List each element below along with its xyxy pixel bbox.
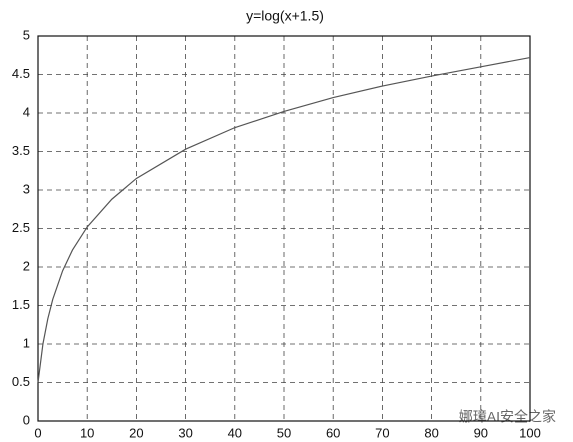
x-tick-label: 100 xyxy=(519,425,541,440)
x-tick-label: 60 xyxy=(326,425,340,440)
y-tick-label: 4.5 xyxy=(12,66,30,81)
y-tick-label: 4 xyxy=(23,104,30,119)
x-tick-label: 70 xyxy=(375,425,389,440)
y-tick-label: 2 xyxy=(23,258,30,273)
y-tick-label: 3.5 xyxy=(12,143,30,158)
y-tick-label: 0.5 xyxy=(12,374,30,389)
y-tick-label: 3 xyxy=(23,181,30,196)
chart-title: y=log(x+1.5) xyxy=(246,8,324,24)
x-tick-label: 0 xyxy=(34,425,41,440)
x-tick-label: 40 xyxy=(228,425,242,440)
plot-frame xyxy=(37,35,531,422)
y-tick-label: 1.5 xyxy=(12,297,30,312)
x-tick-label: 80 xyxy=(424,425,438,440)
y-tick-label: 5 xyxy=(23,27,30,42)
x-tick-label: 50 xyxy=(277,425,291,440)
y-tick-label: 1 xyxy=(23,335,30,350)
x-tick-label: 20 xyxy=(129,425,143,440)
y-tick-label: 0 xyxy=(23,412,30,427)
line xyxy=(37,56,531,383)
x-tick-label: 30 xyxy=(178,425,192,440)
y-tick-label: 2.5 xyxy=(12,220,30,235)
x-tick-label: 90 xyxy=(474,425,488,440)
x-tick-label: 10 xyxy=(80,425,94,440)
watermark: 娜璋AI安全之家 xyxy=(459,409,556,425)
